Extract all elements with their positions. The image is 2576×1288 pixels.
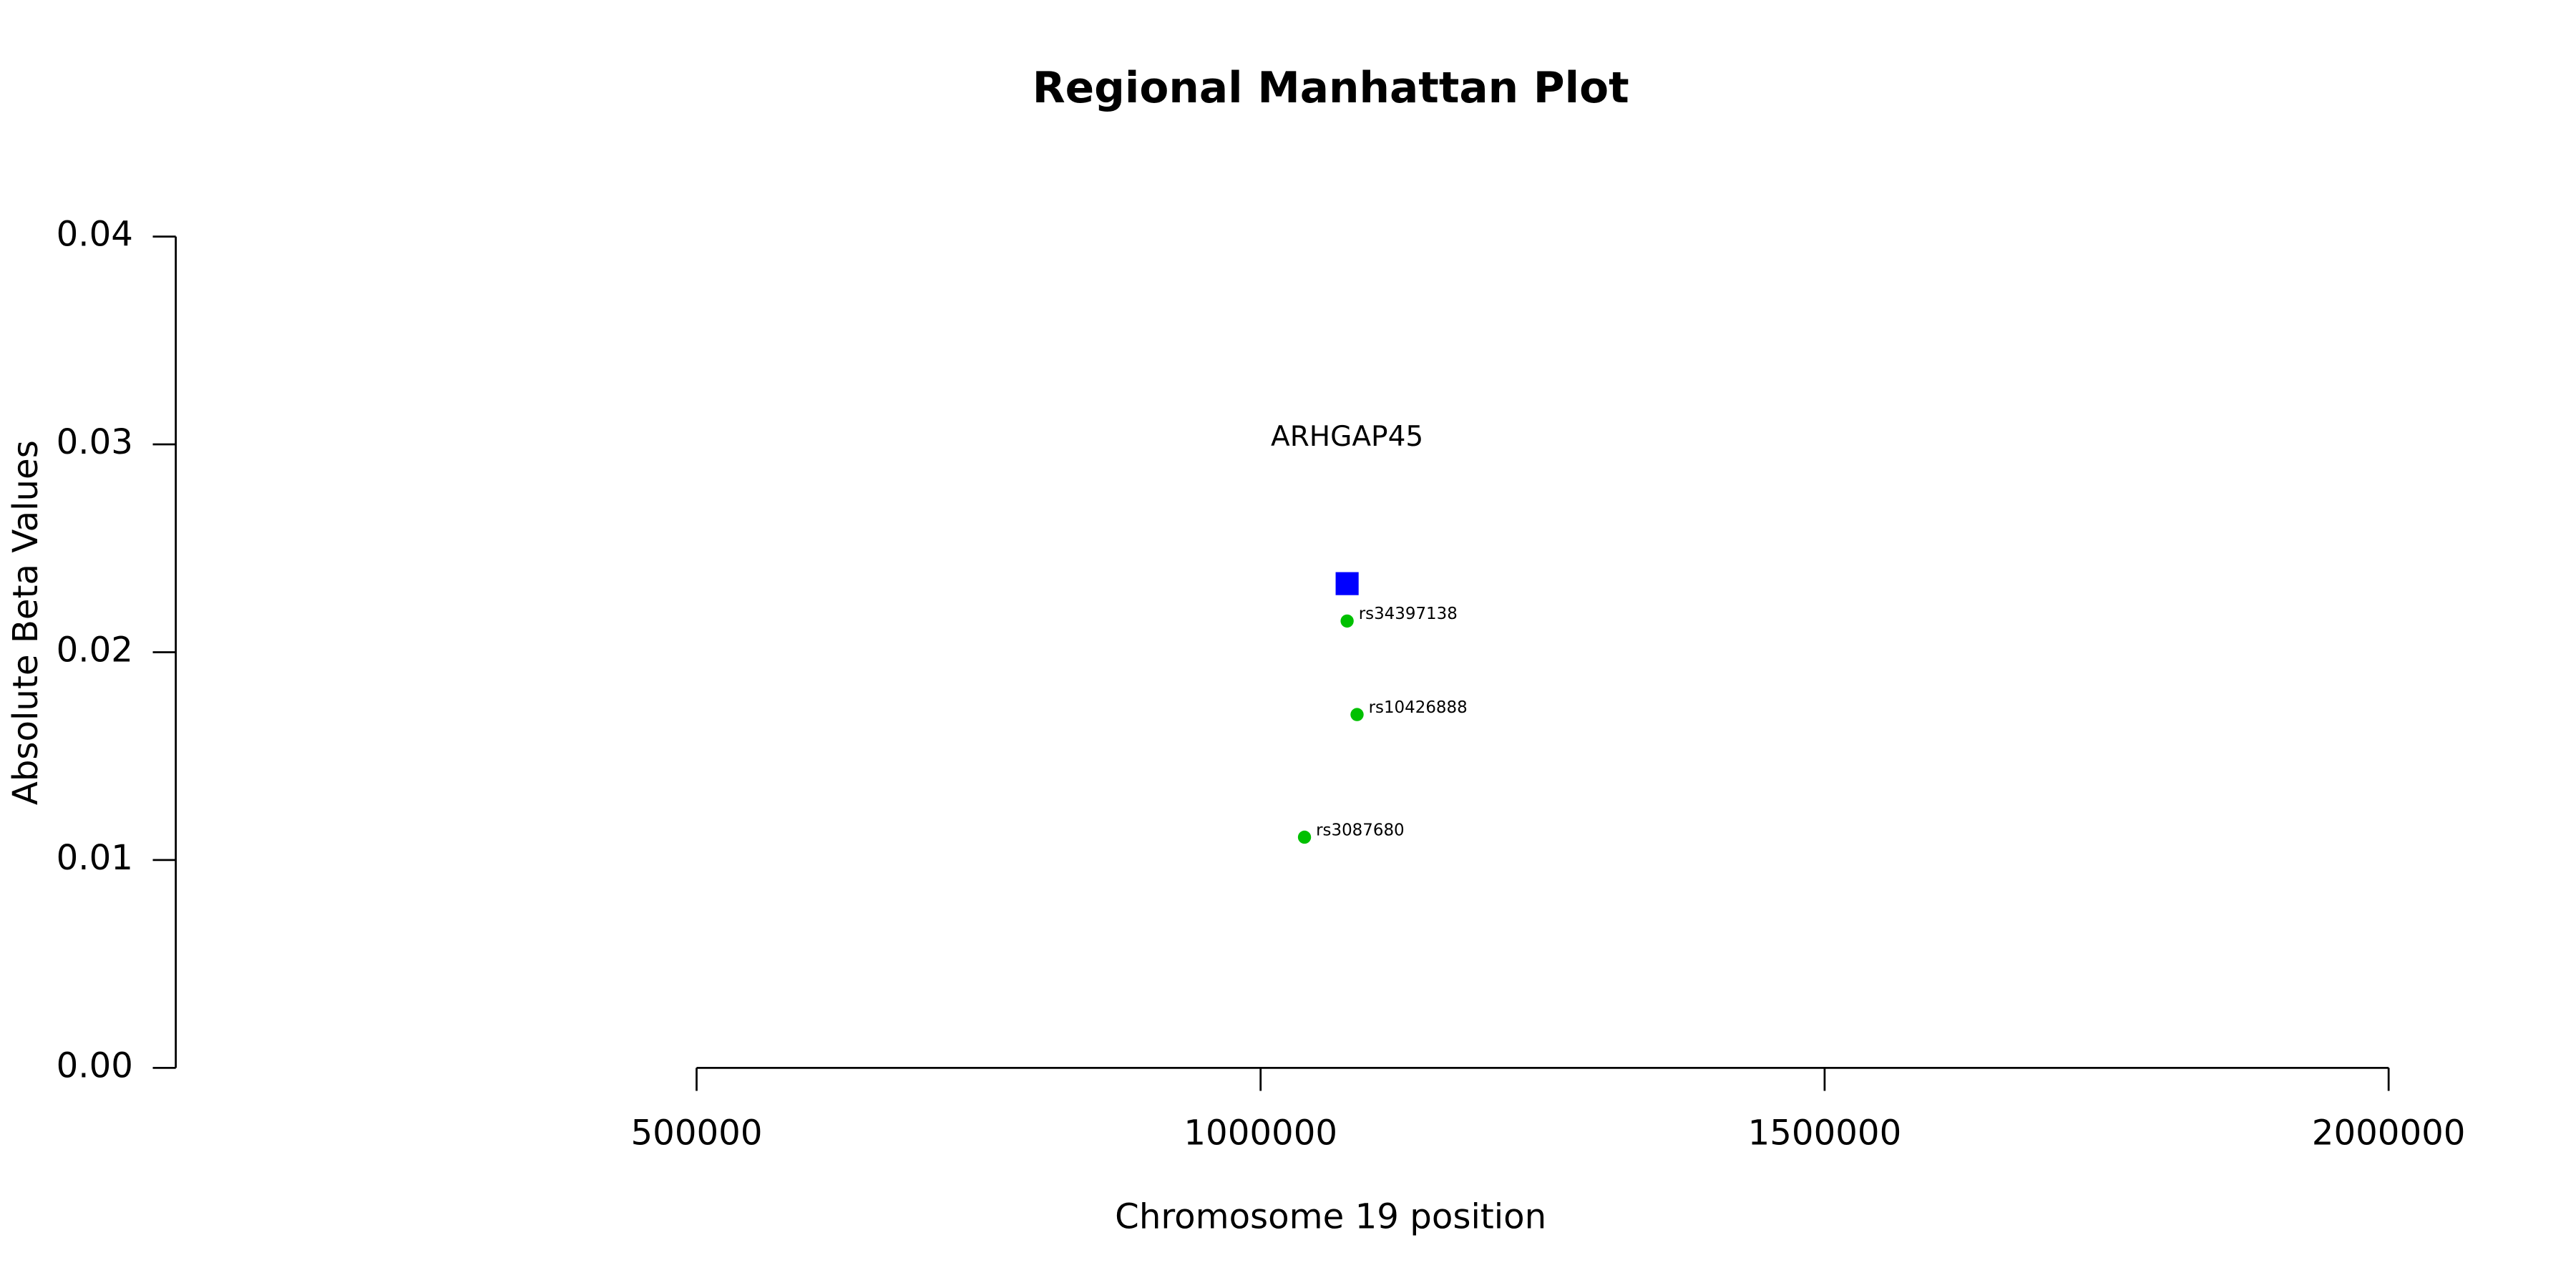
x-tick-label: 1000000 [1184,1113,1337,1153]
y-tick-label: 0.04 [57,215,133,255]
snp-point [1297,830,1312,844]
x-tick-label: 500000 [630,1113,762,1153]
snp-label: rs10426888 [1369,698,1468,717]
snp-label: rs3087680 [1316,821,1405,839]
gene-label: ARHGAP45 [1271,421,1423,453]
y-tick-label: 0.00 [57,1045,133,1085]
y-tick-label: 0.03 [57,422,133,462]
y-axis-label: Absolute Beta Values [6,440,46,805]
x-tick-label: 2000000 [2312,1113,2466,1153]
snp-label: rs34397138 [1359,605,1458,623]
x-tick-label: 1500000 [1748,1113,1902,1153]
snp-point [1340,614,1354,628]
y-tick-label: 0.02 [57,630,133,670]
chart-title: Regional Manhattan Plot [1033,64,1629,113]
x-axis-label: Chromosome 19 position [1115,1197,1546,1237]
gene-marker [1335,572,1359,595]
y-tick-label: 0.01 [57,838,133,878]
snp-point [1350,708,1364,721]
